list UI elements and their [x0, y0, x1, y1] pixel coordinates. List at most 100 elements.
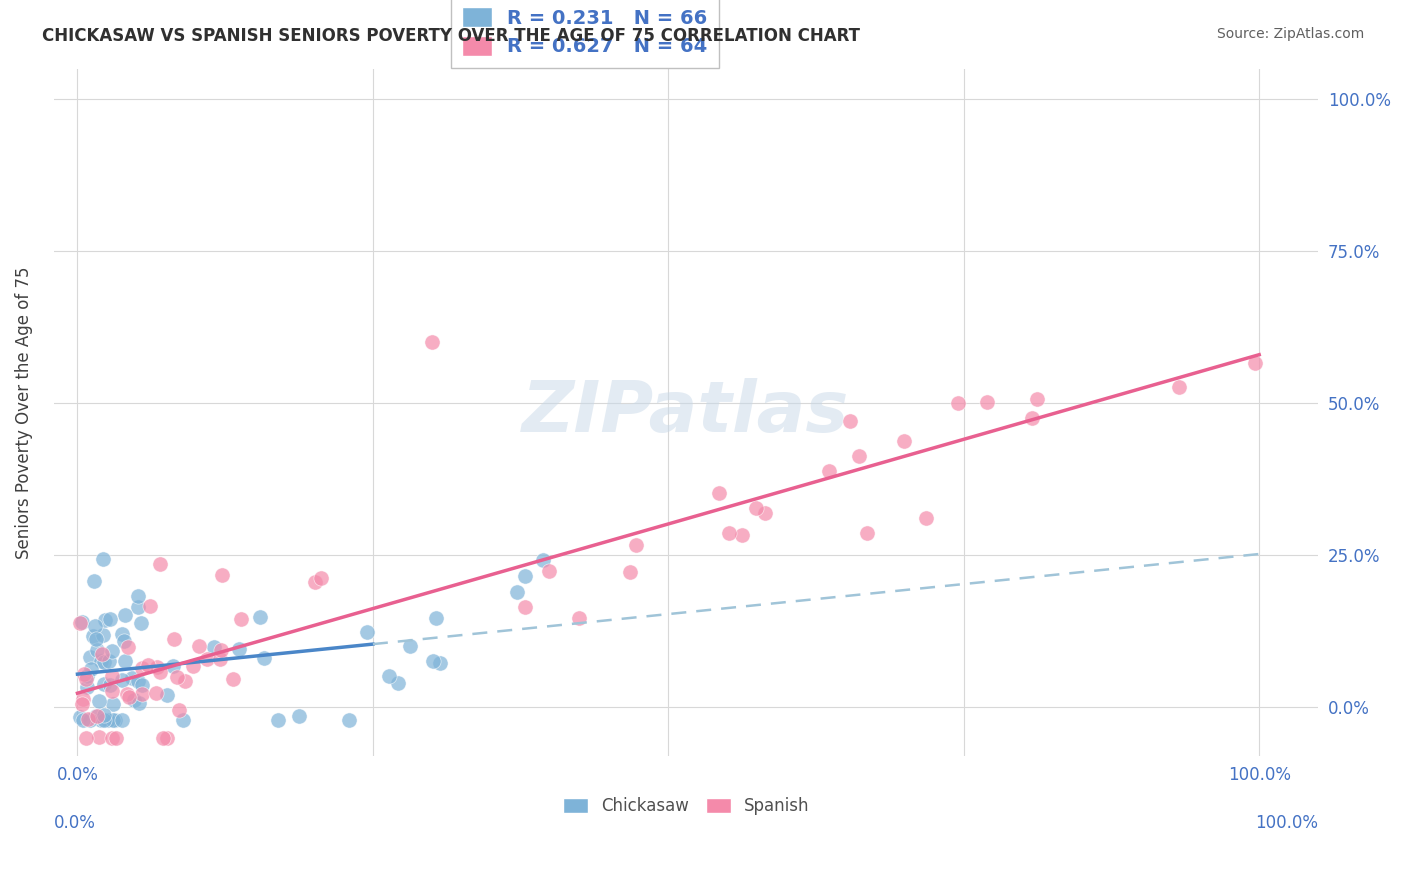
Point	[128, 696, 150, 710]
Point	[387, 676, 409, 690]
Point	[267, 713, 290, 727]
Point	[145, 686, 167, 700]
Point	[228, 642, 250, 657]
Point	[86, 709, 108, 723]
Point	[100, 684, 122, 698]
Point	[98, 612, 121, 626]
Point	[156, 731, 179, 745]
Point	[122, 693, 145, 707]
Point	[914, 511, 936, 525]
Point	[114, 607, 136, 622]
Point	[83, 574, 105, 588]
Point	[148, 558, 170, 572]
Point	[731, 527, 754, 541]
Point	[127, 590, 149, 604]
Point	[166, 670, 188, 684]
Point	[114, 654, 136, 668]
Point	[112, 633, 135, 648]
Point	[91, 551, 114, 566]
Point	[90, 713, 112, 727]
Point	[79, 713, 101, 727]
Point	[626, 538, 648, 552]
Point	[72, 713, 94, 727]
Point	[946, 396, 969, 410]
Point	[100, 678, 122, 692]
Point	[93, 655, 115, 669]
Y-axis label: Seniors Poverty Over the Age of 75: Seniors Poverty Over the Age of 75	[15, 266, 32, 558]
Point	[398, 639, 420, 653]
Point	[1243, 356, 1265, 370]
Point	[84, 632, 107, 647]
Point	[1021, 410, 1043, 425]
Point	[75, 672, 97, 686]
Point	[425, 610, 447, 624]
Point	[429, 657, 451, 671]
Point	[87, 694, 110, 708]
Point	[90, 647, 112, 661]
Point	[169, 703, 191, 717]
Point	[72, 697, 94, 711]
Point	[229, 612, 252, 626]
Point	[337, 713, 360, 727]
Point	[378, 669, 401, 683]
Point	[72, 692, 94, 706]
Point	[1025, 392, 1047, 406]
Point	[101, 643, 124, 657]
Point	[538, 565, 561, 579]
Point	[152, 731, 174, 745]
Point	[118, 690, 141, 704]
Point	[100, 669, 122, 683]
Point	[111, 627, 134, 641]
Point	[249, 610, 271, 624]
Point	[139, 599, 162, 613]
Point	[90, 654, 112, 668]
Point	[1167, 380, 1189, 394]
Point	[93, 676, 115, 690]
Point	[129, 615, 152, 630]
Point	[163, 632, 186, 646]
Point	[136, 658, 159, 673]
Point	[111, 713, 134, 727]
Point	[848, 449, 870, 463]
Point	[202, 640, 225, 654]
Point	[707, 486, 730, 500]
Point	[744, 500, 766, 515]
Point	[309, 571, 332, 585]
Point	[515, 600, 537, 615]
Point	[82, 629, 104, 643]
Point	[103, 713, 125, 727]
Point	[304, 575, 326, 590]
Point	[115, 687, 138, 701]
Point	[79, 649, 101, 664]
Point	[97, 654, 120, 668]
Point	[80, 662, 103, 676]
Text: CHICKASAW VS SPANISH SENIORS POVERTY OVER THE AGE OF 75 CORRELATION CHART: CHICKASAW VS SPANISH SENIORS POVERTY OVE…	[42, 27, 860, 45]
Point	[183, 658, 205, 673]
Text: ZIPatlas: ZIPatlas	[523, 378, 849, 447]
Point	[84, 619, 107, 633]
Point	[104, 731, 127, 745]
Point	[75, 731, 97, 745]
Point	[127, 599, 149, 614]
Point	[420, 335, 443, 350]
Point	[156, 688, 179, 702]
Point	[209, 643, 232, 657]
Point	[187, 639, 209, 653]
Point	[131, 678, 153, 692]
Point	[195, 652, 218, 666]
Text: Source: ZipAtlas.com: Source: ZipAtlas.com	[1216, 27, 1364, 41]
Point	[818, 464, 841, 478]
Point	[69, 616, 91, 631]
Point	[94, 613, 117, 627]
Point	[93, 713, 115, 727]
Point	[69, 710, 91, 724]
Point	[976, 395, 998, 409]
Point	[162, 659, 184, 673]
Point	[111, 673, 134, 687]
Point	[754, 506, 776, 520]
Point	[131, 661, 153, 675]
Point	[73, 667, 96, 681]
Point	[87, 730, 110, 744]
Point	[117, 640, 139, 654]
Point	[174, 674, 197, 689]
